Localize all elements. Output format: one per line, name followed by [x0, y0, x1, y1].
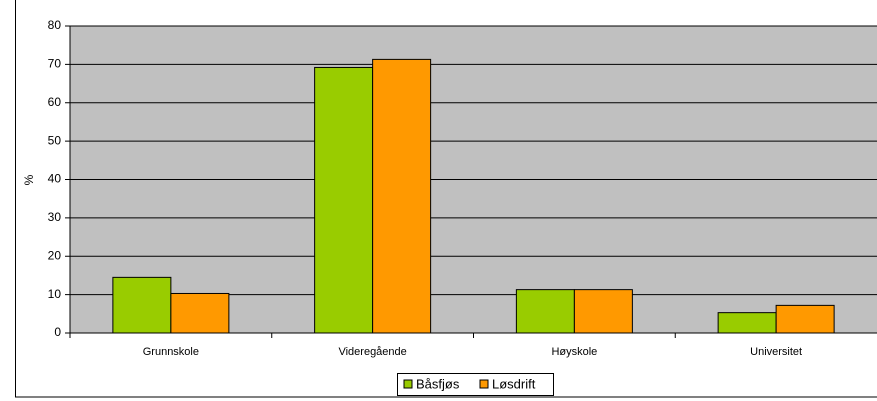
y-tick-label: 20 — [48, 248, 62, 262]
legend-swatch — [479, 379, 489, 389]
y-axis-label: % — [22, 174, 36, 185]
y-tick-label: 0 — [54, 325, 61, 339]
y-tick-label: 30 — [48, 210, 62, 224]
y-tick-label: 40 — [48, 172, 62, 186]
x-tick-label: Videregående — [338, 346, 406, 358]
bar — [112, 276, 172, 334]
y-tick-label: 80 — [48, 18, 62, 32]
bar — [372, 58, 432, 334]
y-tick-label: 70 — [48, 57, 62, 71]
y-tick-label: 50 — [48, 133, 62, 147]
bar — [170, 292, 230, 334]
legend-box — [397, 373, 554, 396]
x-tick-label: Høyskole — [551, 346, 597, 358]
bar — [314, 66, 374, 334]
legend-label: Løsdrift — [492, 376, 536, 391]
legend-swatch — [403, 379, 413, 389]
y-tick-label: 60 — [48, 95, 62, 109]
bar — [775, 304, 835, 334]
x-tick-label: Universitet — [750, 346, 802, 358]
legend-label: Båsfjøs — [416, 376, 460, 391]
bar — [515, 289, 575, 334]
x-tick-label: Grunnskole — [143, 346, 199, 358]
y-tick-label: 10 — [48, 287, 62, 301]
bar — [717, 312, 777, 334]
bar — [573, 289, 633, 334]
